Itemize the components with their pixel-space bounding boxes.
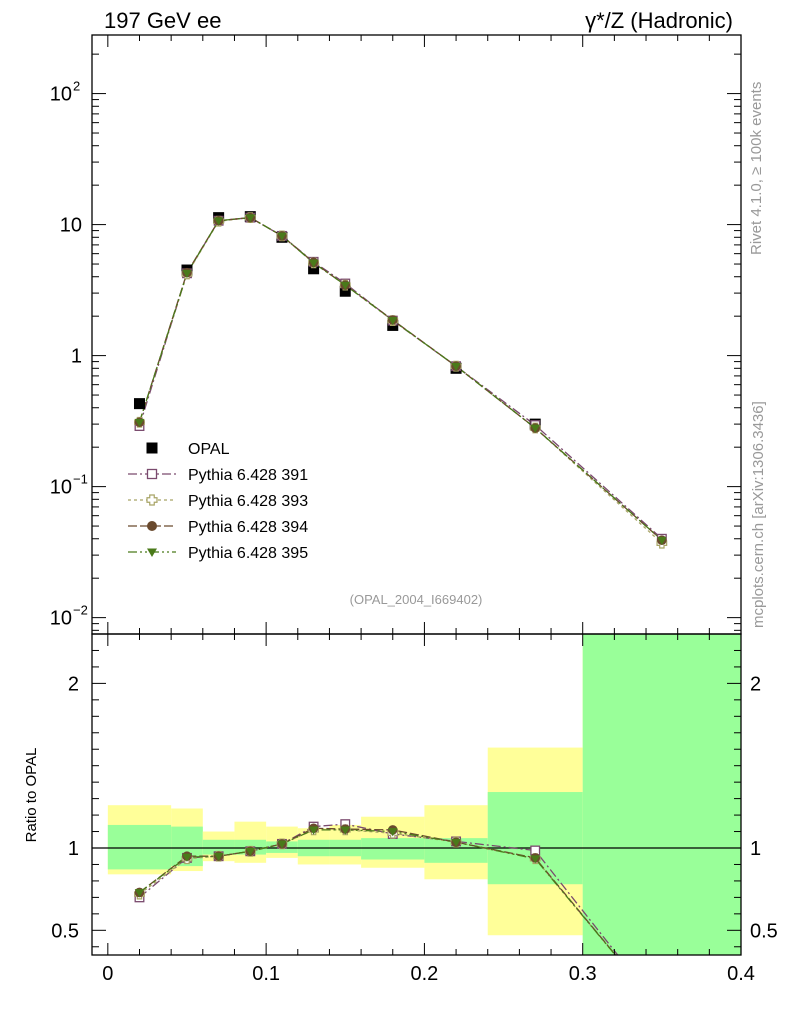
- legend: OPAL Pythia 6.428 391 Pythia 6.428 393 Pyth…: [128, 441, 308, 562]
- series-point: [146, 494, 158, 506]
- ratio-y-tick-label: 1: [68, 838, 79, 860]
- legend-label: Pythia 6.428 391: [188, 467, 308, 484]
- series-point: [182, 269, 192, 279]
- ratio-y-tick-label: 2: [68, 673, 79, 695]
- stat-uncertainty-band: [107, 824, 172, 870]
- ratio-y-axis-label: Ratio to OPAL: [23, 748, 40, 843]
- series-line: [138, 216, 663, 541]
- series-point: [182, 853, 192, 862]
- ratio-y-tick-label-right: 2: [750, 673, 761, 695]
- ratio-plot-area: [92, 819, 741, 955]
- x-tick-label: 0: [102, 963, 113, 985]
- ratio-y-tick-label: 0.5: [51, 920, 79, 942]
- y-tick-exponent: −2: [73, 603, 88, 618]
- series-point: [147, 521, 157, 531]
- y-tick-label: 10: [50, 477, 72, 499]
- y-tick-label: 1: [71, 346, 82, 368]
- ratio-y-tick-label-right: 1: [750, 838, 761, 860]
- main-panel: [133, 211, 668, 549]
- ratio-panel: [92, 819, 741, 955]
- series-point: [134, 889, 145, 898]
- data-point: [308, 263, 320, 275]
- main-plot-area: [133, 211, 668, 549]
- stat-uncertainty-band: [361, 838, 425, 860]
- analysis-label: (OPAL_2004_I669402): [350, 592, 483, 607]
- series-point: [451, 838, 461, 848]
- legend-entry: Pythia 6.428 391: [128, 467, 308, 484]
- series-point: [146, 468, 158, 480]
- series-line: [138, 216, 663, 541]
- legend-label: Pythia 6.428 393: [188, 493, 308, 510]
- series-point: [530, 424, 541, 433]
- series-point: [147, 548, 157, 557]
- series-point: [340, 281, 351, 290]
- series-point: [530, 855, 541, 864]
- data-point: [146, 442, 158, 454]
- series-point: [213, 217, 224, 226]
- series-point: [308, 259, 319, 268]
- legend-label: Pythia 6.428 394: [188, 519, 308, 536]
- series-point: [277, 840, 287, 849]
- series-point: [387, 316, 398, 326]
- series-point: [134, 418, 145, 428]
- energy-label: 197 GeV ee: [104, 8, 221, 33]
- series-point: [213, 852, 224, 862]
- x-tick-label: 0.2: [411, 963, 439, 985]
- mcplots-label: mcplots.cern.ch [arXiv:1306.3436]: [750, 401, 767, 628]
- series-point: [308, 826, 319, 835]
- y-tick-exponent: −1: [73, 472, 88, 487]
- series-point: [387, 828, 398, 837]
- series-point: [245, 214, 256, 223]
- legend-label: Pythia 6.428 395: [188, 545, 308, 562]
- stat-uncertainty-band: [582, 634, 741, 955]
- data-point: [339, 285, 351, 297]
- stat-uncertainty-band: [202, 839, 235, 855]
- legend-entry: Pythia 6.428 393: [128, 493, 308, 510]
- ratio-frame: [91, 633, 742, 956]
- series-line: [138, 216, 663, 544]
- legend-entry: Pythia 6.428 395: [128, 545, 308, 562]
- y-tick-exponent: 2: [73, 79, 80, 94]
- x-tick-label: 0.3: [569, 963, 597, 985]
- ratio-y-tick-label-right: 0.5: [750, 920, 778, 942]
- stat-uncertainty-band: [487, 792, 583, 885]
- rivet-label: Rivet 4.1.0, ≥ 100k events: [748, 82, 765, 255]
- x-tick-label: 0.4: [727, 963, 755, 985]
- series-line: [138, 216, 663, 540]
- ratio-uncertainty-bands: [107, 634, 741, 955]
- y-tick-label: 10: [60, 215, 82, 237]
- series-point: [657, 536, 667, 545]
- legend-entry: OPAL: [146, 441, 230, 458]
- legend-label: OPAL: [188, 441, 230, 458]
- process-label: γ*/Z (Hadronic): [585, 8, 733, 33]
- series-point: [451, 362, 461, 372]
- legend-entry: Pythia 6.428 394: [128, 519, 308, 536]
- y-tick-label: 10: [50, 84, 72, 106]
- x-tick-label: 0.1: [252, 963, 280, 985]
- y-tick-label: 10: [50, 608, 72, 630]
- series-point: [340, 826, 351, 835]
- data-point: [133, 398, 145, 410]
- series-point: [245, 847, 256, 857]
- series-point: [277, 232, 287, 241]
